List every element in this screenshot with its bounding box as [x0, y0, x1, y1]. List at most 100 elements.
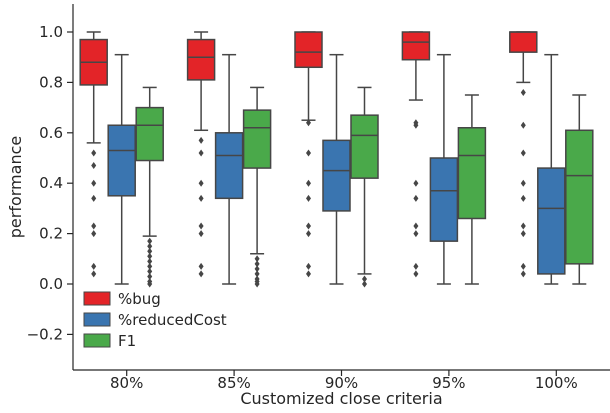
outlier-point [147, 252, 153, 260]
box-iqr [107, 124, 136, 197]
outlier-point [254, 265, 260, 273]
outlier-point [198, 179, 204, 187]
y-tick-label: 0.0 [39, 275, 63, 293]
box-bug-85pct [186, 31, 216, 278]
outlier-point [91, 262, 97, 270]
x-tick-label: 90% [325, 374, 358, 392]
outlier-point [91, 149, 97, 157]
outlier-point [413, 121, 419, 129]
box-iqr [350, 114, 379, 179]
outlier-point [306, 119, 311, 127]
y-tick-label: 0.6 [39, 124, 63, 142]
box-f1-80pct [135, 86, 164, 288]
outlier-point [147, 242, 153, 250]
outlier-point [520, 270, 526, 278]
legend-label: %reducedCost [118, 311, 227, 329]
box-reducedcost-85pct [214, 53, 244, 285]
outlier-point [147, 280, 153, 288]
outlier-point [147, 237, 153, 245]
outlier-point [254, 270, 260, 278]
y-tick-label: 1.0 [39, 23, 63, 41]
outlier-point [198, 149, 204, 157]
outlier-point [91, 270, 97, 278]
outlier-point [306, 230, 311, 238]
box-iqr [186, 38, 216, 81]
box-iqr [242, 109, 272, 169]
outlier-point [520, 222, 526, 230]
y-tick-label: 0.2 [39, 225, 63, 243]
box-bug-95pct [401, 31, 431, 278]
box-iqr [322, 139, 351, 212]
box-reducedcost-90pct [322, 53, 351, 285]
legend: %bug %reducedCost F1 [83, 290, 227, 350]
outlier-point [413, 179, 419, 187]
outlier-point [254, 280, 260, 288]
outlier-point [147, 247, 153, 255]
outlier-point [413, 230, 419, 238]
outlier-point [520, 88, 526, 96]
box-reducedcost-80pct [107, 53, 136, 285]
outlier-point [413, 222, 419, 230]
outlier-point [520, 230, 526, 238]
box-iqr [537, 167, 566, 275]
outlier-point [198, 270, 204, 278]
box-bug-90pct [294, 31, 323, 278]
outlier-point [198, 262, 204, 270]
legend-label: %bug [118, 290, 161, 308]
box-f1-90pct [350, 86, 379, 288]
outlier-point [91, 194, 97, 202]
y-tick-label: 0.8 [39, 73, 63, 91]
box-iqr [214, 132, 244, 200]
box-iqr [509, 31, 538, 53]
box-reducedcost-100pct [537, 53, 566, 285]
legend-swatch [83, 291, 111, 306]
x-tick-label: 85% [217, 374, 250, 392]
box-bug-100pct [509, 31, 538, 278]
box-iqr [429, 157, 459, 242]
outlier-point [147, 257, 153, 265]
outlier-point [254, 260, 260, 268]
y-axis-label: performance [6, 136, 25, 238]
box-iqr [135, 106, 164, 162]
outlier-point [306, 149, 311, 157]
x-axis-label: Customized close criteria [240, 389, 442, 408]
box-reducedcost-95pct [429, 53, 459, 285]
outlier-point [362, 280, 367, 288]
axes: −0.2 0.0 0.2 0.4 0.6 0.8 1.0 80% 85% 90% 95% 100% Cu… [6, 4, 610, 408]
outlier-point [520, 194, 526, 202]
outlier-point [413, 194, 419, 202]
box-iqr [457, 127, 487, 220]
outlier-point [306, 222, 311, 230]
legend-label: F1 [118, 332, 136, 350]
outlier-point [198, 194, 204, 202]
outlier-point [198, 136, 204, 144]
box-iqr [294, 31, 323, 69]
outlier-point [91, 230, 97, 238]
legend-item: F1 [83, 332, 136, 350]
box-f1-95pct [457, 94, 487, 285]
outlier-point [306, 262, 311, 270]
outlier-point [413, 262, 419, 270]
outlier-point [91, 222, 97, 230]
plot-area [79, 31, 594, 288]
outlier-point [520, 179, 526, 187]
legend-swatch [83, 312, 111, 327]
outlier-point [413, 270, 419, 278]
outlier-point [520, 121, 526, 129]
outlier-point [254, 255, 260, 263]
outlier-point [147, 262, 153, 270]
outlier-point [198, 230, 204, 238]
outlier-point [91, 179, 97, 187]
outlier-point [91, 162, 97, 170]
legend-swatch [83, 333, 111, 348]
outlier-point [147, 272, 153, 280]
box-f1-85pct [242, 86, 272, 288]
y-tick-label: 0.4 [39, 174, 63, 192]
legend-item: %bug [83, 290, 161, 308]
x-tick-label: 100% [535, 374, 578, 392]
outlier-point [306, 270, 311, 278]
x-tick-label: 95% [432, 374, 465, 392]
box-iqr [565, 129, 594, 265]
box-bug-80pct [79, 31, 108, 278]
